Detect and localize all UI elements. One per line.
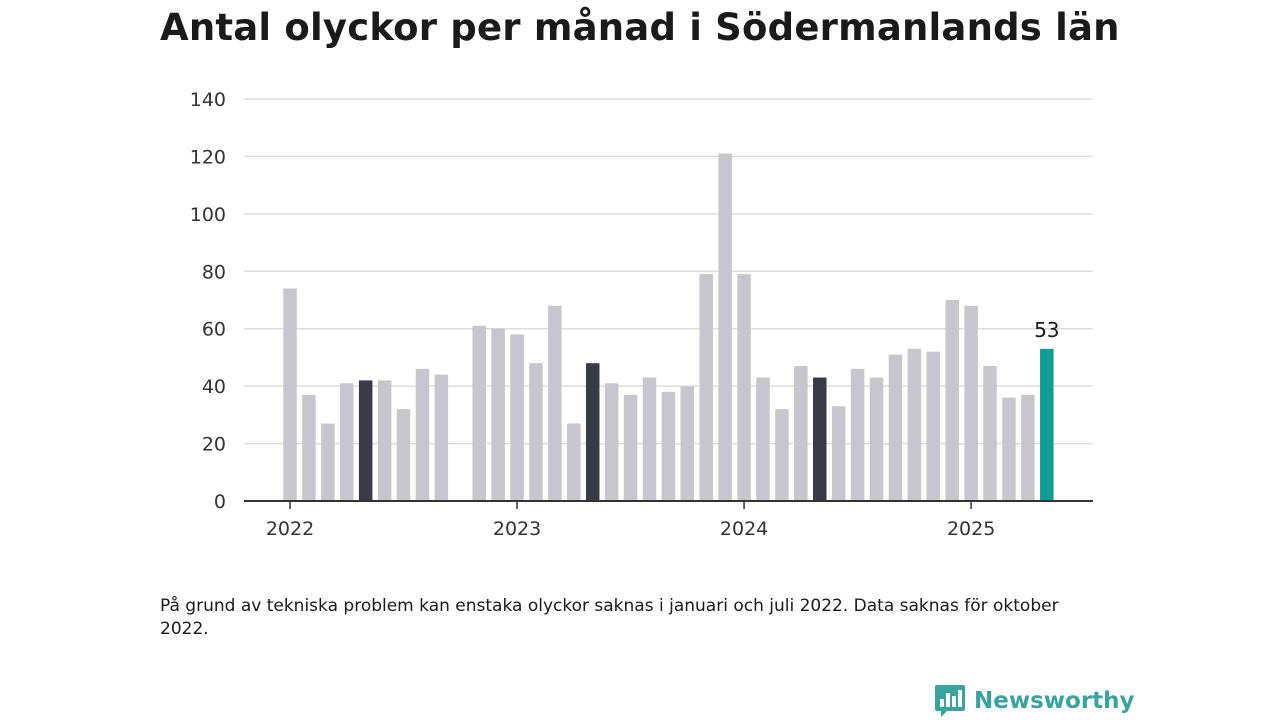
bar-2025-02 — [983, 366, 997, 501]
bar-2024-08 — [869, 377, 884, 501]
y-tick-label: 80 — [202, 261, 226, 283]
bar-2023-08 — [642, 377, 657, 501]
brand-logo: Newsworthy — [934, 684, 1135, 718]
current-value-label: 53 — [1034, 318, 1059, 342]
bar-2025-04 — [1021, 394, 1035, 501]
bar-2025-01 — [964, 305, 978, 501]
y-tick-label: 20 — [202, 434, 226, 456]
bar-2025-05 — [1040, 348, 1054, 501]
y-tick-label: 140 — [190, 89, 226, 111]
bar-2024-06 — [831, 406, 846, 501]
x-tick-label: 2025 — [947, 518, 995, 540]
bar-2024-01 — [737, 274, 751, 501]
bar-2023-05 — [585, 363, 600, 501]
bar-2022-07 — [396, 409, 411, 501]
bar-2023-02 — [529, 363, 543, 501]
x-tick-label: 2024 — [720, 518, 768, 540]
bar-2022-09 — [434, 374, 449, 501]
bar-2022-11 — [472, 325, 486, 501]
bar-2022-04 — [340, 383, 354, 501]
bar-2023-03 — [548, 305, 562, 501]
bar-2023-12 — [718, 153, 732, 502]
bar-2024-03 — [775, 409, 789, 501]
bar-chart-speech-bubble-icon — [935, 685, 965, 717]
bar-2024-04 — [794, 366, 808, 501]
bar-2024-02 — [756, 377, 770, 501]
bar-chart: 0 20 40 60 80 100 120 140 2022 2023 2024 2025 53 — [190, 89, 1093, 540]
bars — [283, 153, 1054, 502]
y-tick-label: 120 — [190, 146, 226, 168]
bar-2022-06 — [377, 380, 392, 501]
y-tick-label: 0 — [214, 491, 226, 513]
bar-2023-10 — [680, 386, 695, 501]
bar-2022-03 — [321, 423, 335, 501]
y-tick-label: 40 — [202, 376, 226, 398]
data-labels: 53 — [1034, 318, 1059, 342]
bar-2023-11 — [699, 274, 713, 501]
bar-2023-04 — [567, 423, 581, 501]
y-tick-label: 60 — [202, 319, 226, 341]
footnote: På grund av tekniska problem kan enstaka… — [160, 596, 1059, 639]
bar-2022-02 — [302, 394, 316, 501]
bar-2024-05 — [813, 377, 827, 501]
bar-2024-09 — [888, 354, 903, 501]
bar-2024-10 — [907, 348, 922, 501]
bar-2025-03 — [1002, 397, 1016, 501]
brand-name: Newsworthy — [974, 688, 1135, 714]
bar-2023-07 — [623, 394, 638, 501]
y-tick-label: 100 — [190, 204, 226, 226]
y-axis: 0 20 40 60 80 100 120 140 — [190, 89, 226, 513]
bar-2024-07 — [850, 368, 865, 501]
bar-2022-01 — [283, 288, 297, 501]
x-axis: 2022 2023 2024 2025 — [244, 500, 1093, 540]
bar-2023-09 — [661, 391, 676, 501]
x-tick-label: 2023 — [493, 518, 541, 540]
bar-2023-01 — [510, 334, 524, 501]
bar-2022-08 — [415, 368, 430, 501]
bar-2024-11 — [926, 351, 941, 501]
x-tick-label: 2022 — [266, 518, 314, 540]
chart-title: Antal olyckor per månad i Södermanlands … — [160, 6, 1120, 49]
bar-2022-05 — [358, 380, 373, 501]
bar-2024-12 — [945, 300, 959, 501]
bar-2023-06 — [604, 383, 619, 501]
bar-2022-12 — [491, 328, 505, 501]
